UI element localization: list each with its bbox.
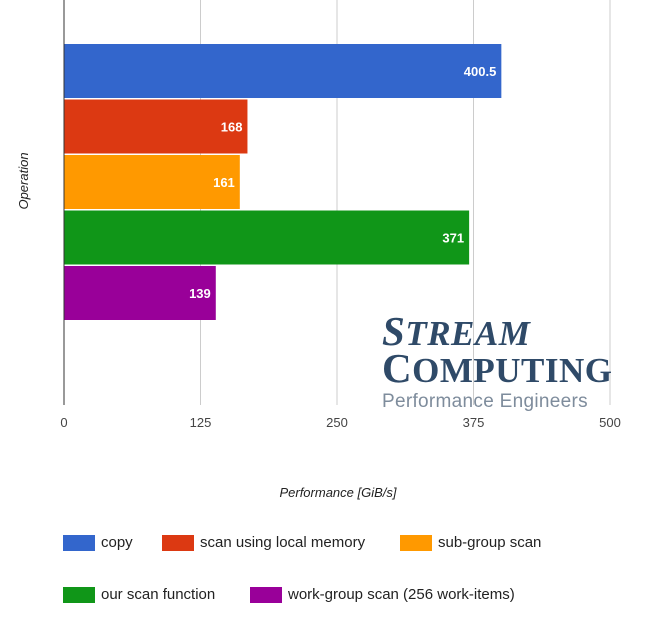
legend-swatch bbox=[63, 586, 95, 603]
legend-item: scan using local memory bbox=[162, 534, 365, 551]
bars: 400.5 168 161 371 139 bbox=[64, 44, 502, 320]
legend-swatch bbox=[63, 534, 95, 551]
legend-label: work-group scan (256 work-items) bbox=[288, 586, 515, 603]
bar-copy bbox=[64, 44, 502, 98]
bar-value-label: 168 bbox=[221, 120, 243, 135]
logo-line-computing: COMPUTING bbox=[382, 345, 613, 391]
legend-label: copy bbox=[101, 534, 133, 551]
legend-item: sub-group scan bbox=[400, 534, 541, 551]
bar-our-scan-function bbox=[64, 210, 470, 265]
bar-value-label: 400.5 bbox=[464, 64, 497, 79]
y-axis-title: Operation bbox=[16, 152, 31, 209]
bar-work-group-scan-256-work-items- bbox=[64, 266, 216, 320]
legend-label: our scan function bbox=[101, 586, 216, 603]
x-axis-title: Performance [GiB/s] bbox=[279, 485, 396, 500]
legend-swatch bbox=[162, 534, 194, 551]
legend-item: work-group scan (256 work-items) bbox=[250, 586, 515, 603]
legend-swatch bbox=[250, 586, 282, 603]
x-tick-label: 375 bbox=[463, 415, 485, 430]
legend-item: our scan function bbox=[63, 586, 215, 603]
logo-tagline: Performance Engineers bbox=[382, 391, 588, 412]
legend-label: scan using local memory bbox=[200, 534, 366, 551]
bar-value-label: 161 bbox=[213, 175, 235, 190]
legend-item: copy bbox=[63, 534, 133, 551]
x-tick-label: 500 bbox=[599, 415, 621, 430]
logo-line-stream: STREAM bbox=[382, 308, 531, 354]
bar-value-label: 139 bbox=[189, 286, 211, 301]
stream-computing-logo: STREAM COMPUTING Performance Engineers bbox=[382, 308, 613, 413]
legend-swatch bbox=[400, 534, 432, 551]
x-tick-labels: 0 125 250 375 500 bbox=[60, 415, 620, 430]
bar-scan-using-local-memory bbox=[64, 99, 248, 154]
bar-value-label: 371 bbox=[442, 231, 464, 246]
x-tick-label: 125 bbox=[190, 415, 212, 430]
bar-sub-group-scan bbox=[64, 155, 240, 209]
x-tick-label: 0 bbox=[60, 415, 67, 430]
x-tick-label: 250 bbox=[326, 415, 348, 430]
legend-label: sub-group scan bbox=[438, 534, 542, 551]
bar-chart: 400.5 168 161 371 139 0 125 250 375 500 Operatio… bbox=[16, 0, 621, 500]
